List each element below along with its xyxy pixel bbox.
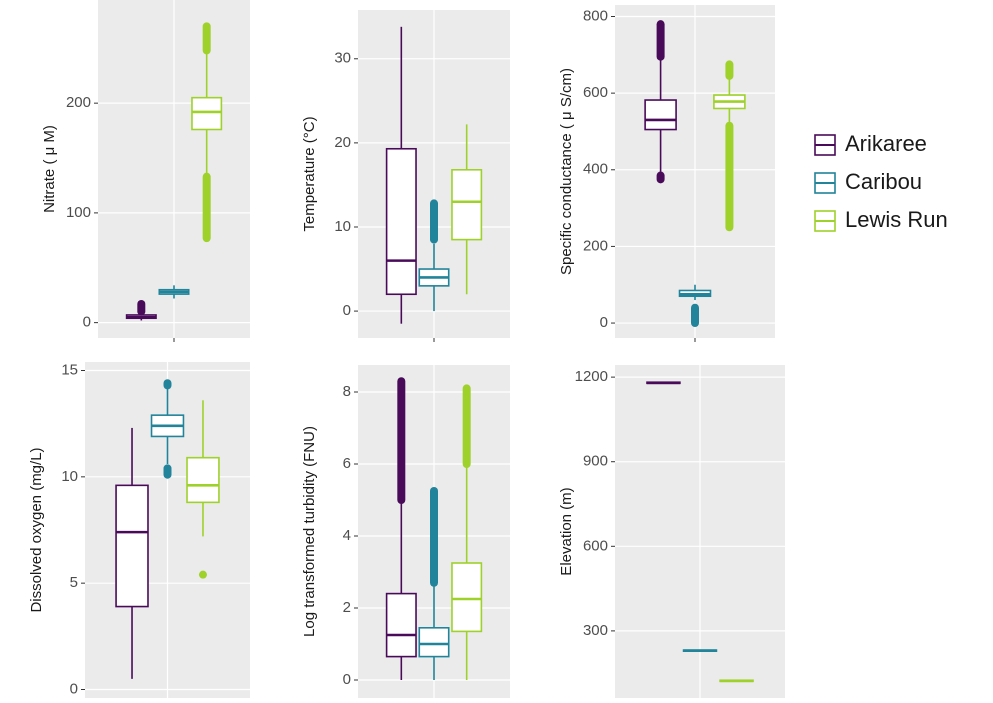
legend-label: Caribou — [845, 169, 922, 194]
y-tick-label: 200 — [66, 94, 91, 111]
y-tick-label: 0 — [343, 671, 351, 688]
y-tick-label: 1200 — [575, 368, 608, 385]
y-axis-label: Log transformed turbidity (FNU) — [301, 426, 318, 637]
y-tick-label: 8 — [343, 383, 351, 400]
y-tick-label: 4 — [343, 527, 351, 544]
y-tick-label: 0 — [343, 302, 351, 319]
box — [385, 147, 417, 296]
box — [191, 96, 223, 131]
y-tick-label: 0 — [70, 680, 78, 697]
y-axis-label: Elevation (m) — [558, 487, 575, 575]
y-tick-label: 300 — [583, 622, 608, 639]
y-axis-label: Nitrate ( μ M) — [41, 125, 58, 213]
legend-label: Arikaree — [845, 131, 927, 156]
y-tick-label: 800 — [583, 7, 608, 24]
y-tick-label: 400 — [583, 161, 608, 178]
box — [451, 168, 483, 241]
y-tick-label: 20 — [334, 134, 351, 151]
y-tick-label: 10 — [334, 218, 351, 235]
y-tick-label: 15 — [61, 361, 78, 378]
y-tick-label: 600 — [583, 537, 608, 554]
y-tick-label: 0 — [600, 314, 608, 331]
y-tick-label: 900 — [583, 453, 608, 470]
y-tick-label: 6 — [343, 455, 351, 472]
box — [418, 626, 450, 658]
y-tick-label: 10 — [61, 468, 78, 485]
box — [115, 484, 149, 608]
y-tick-label: 5 — [70, 574, 78, 591]
y-tick-label: 100 — [66, 204, 91, 221]
y-axis-label: Dissolved oxygen (mg/L) — [28, 447, 45, 612]
y-tick-label: 0 — [83, 314, 91, 331]
y-axis-label: Temperature (°C) — [301, 116, 318, 231]
box — [385, 592, 417, 658]
legend-label: Lewis Run — [845, 207, 948, 232]
y-tick-label: 2 — [343, 599, 351, 616]
y-tick-label: 30 — [334, 50, 351, 67]
box — [644, 99, 677, 131]
box — [186, 456, 220, 504]
y-tick-label: 200 — [583, 237, 608, 254]
y-tick-label: 600 — [583, 84, 608, 101]
box — [451, 562, 483, 633]
y-axis-label: Specific conductance ( μ S/cm) — [558, 68, 575, 275]
